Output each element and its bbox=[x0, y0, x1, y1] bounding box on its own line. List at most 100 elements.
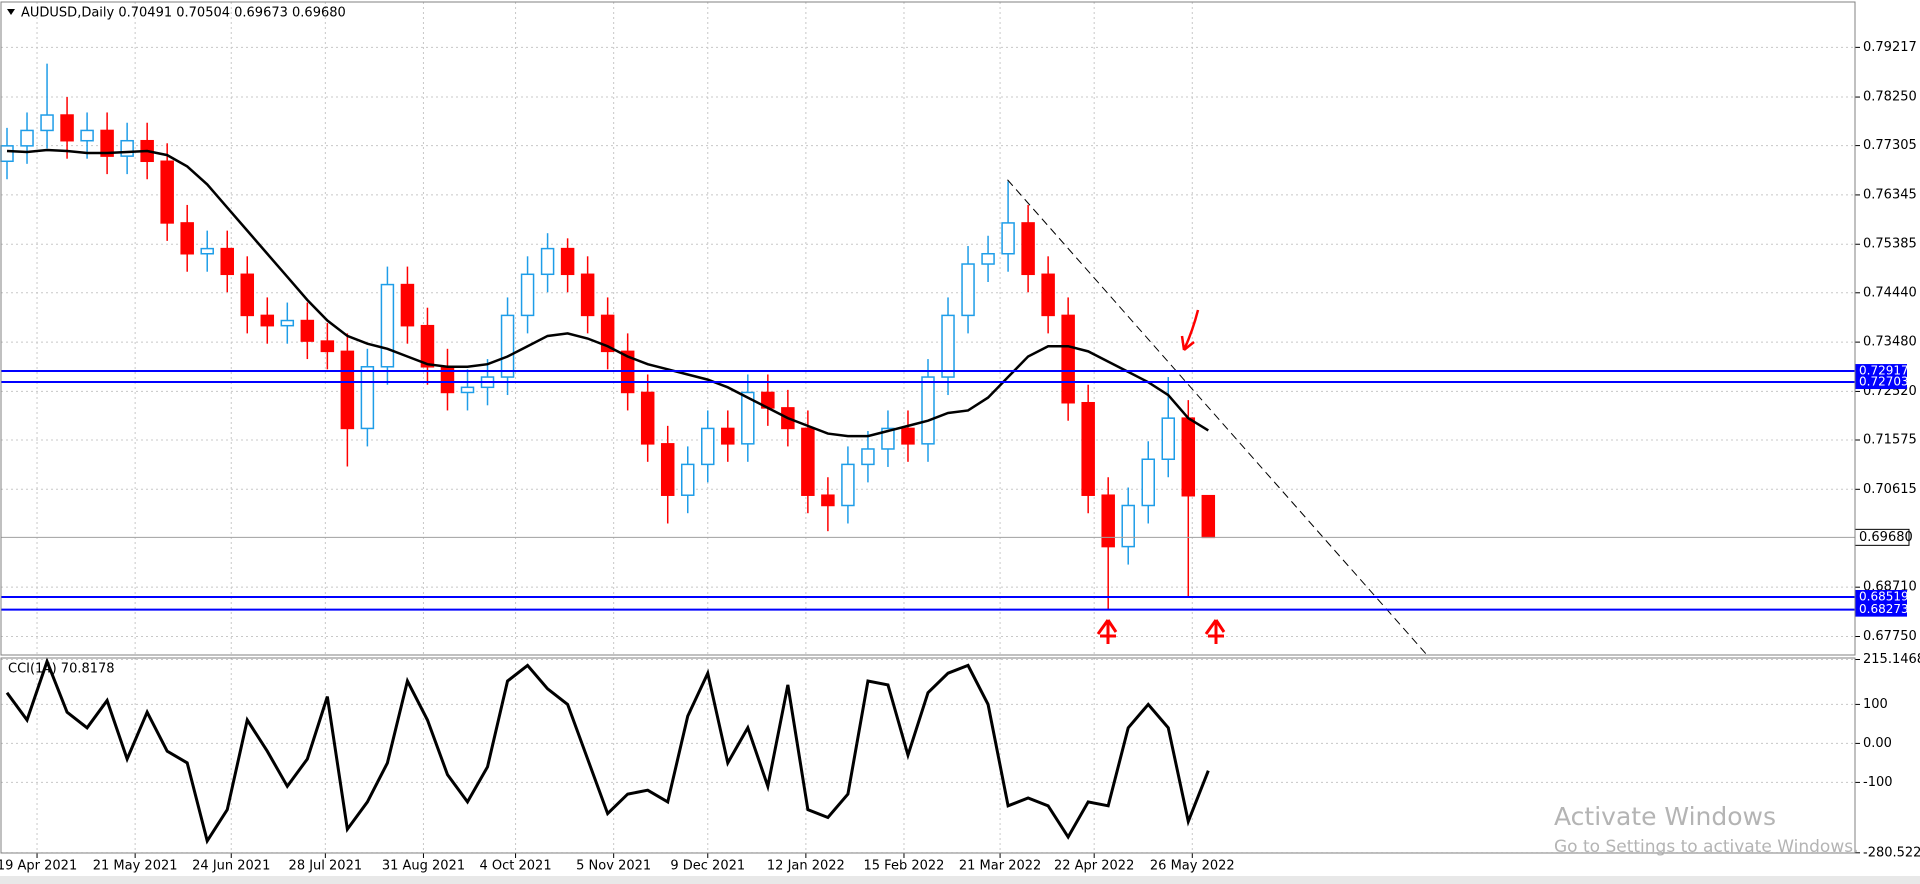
candle-body bbox=[1061, 314, 1075, 404]
x-tick-label: 28 Jul 2021 bbox=[289, 859, 363, 874]
candle-body bbox=[60, 114, 74, 142]
cci-title: CCI(14) 70.8178 bbox=[8, 662, 115, 677]
candle-body bbox=[400, 283, 415, 327]
watermark-subtitle: Go to Settings to activate Windows. bbox=[1554, 837, 1859, 857]
candle-body bbox=[1021, 222, 1035, 276]
candle-body bbox=[300, 319, 315, 342]
x-tick-label: 19 Apr 2021 bbox=[0, 859, 77, 874]
cci-line bbox=[5, 657, 1210, 845]
x-tick-label: 4 Oct 2021 bbox=[480, 859, 552, 874]
candle-body bbox=[520, 273, 535, 317]
candle-body bbox=[260, 314, 275, 327]
candle-body bbox=[1181, 417, 1196, 497]
candle-body bbox=[580, 273, 595, 317]
candle-body bbox=[100, 129, 114, 157]
candle-body bbox=[1121, 504, 1135, 548]
candle-body bbox=[701, 427, 715, 466]
candle-body bbox=[901, 427, 915, 445]
candle-body bbox=[1001, 222, 1015, 255]
x-tick-label: 5 Nov 2021 bbox=[576, 859, 651, 874]
annotation-arrow bbox=[1180, 309, 1200, 351]
candle-body bbox=[821, 494, 835, 507]
candle-body bbox=[881, 427, 895, 450]
level-label-box bbox=[1855, 364, 1907, 379]
candle-body bbox=[861, 448, 875, 466]
candle-body bbox=[921, 376, 935, 445]
level-label-box bbox=[1855, 375, 1907, 390]
candle-body bbox=[240, 273, 255, 317]
level-label: 0.72703 bbox=[1859, 375, 1909, 389]
x-tick-label: 31 Aug 2021 bbox=[382, 859, 465, 874]
y-tick-label: 0.00 bbox=[1863, 736, 1892, 751]
chart-title: AUDUSD,Daily 0.70491 0.70504 0.69673 0.6… bbox=[21, 6, 346, 21]
y-tick-label: 0.78250 bbox=[1863, 90, 1917, 105]
y-tick-label: 0.75385 bbox=[1863, 237, 1917, 252]
level-label-box bbox=[1855, 602, 1907, 617]
candle-body bbox=[200, 247, 214, 255]
level-label: 0.68273 bbox=[1859, 602, 1909, 616]
candle-body bbox=[941, 314, 955, 378]
tab-bar bbox=[0, 876, 1920, 884]
y-tick-label: 215.1468 bbox=[1863, 652, 1920, 667]
candle-body bbox=[981, 252, 995, 265]
x-tick-label: 24 Jun 2021 bbox=[192, 859, 270, 874]
level-label-box bbox=[1855, 589, 1907, 604]
candle-body bbox=[660, 443, 675, 496]
candle-body bbox=[20, 129, 34, 147]
candle-body bbox=[80, 129, 94, 142]
candle-body bbox=[280, 319, 295, 327]
price-frame bbox=[0, 1, 1856, 656]
candle-body bbox=[600, 314, 615, 353]
menu-icon[interactable] bbox=[7, 9, 15, 15]
candle-body bbox=[540, 247, 555, 276]
x-tick-label: 9 Dec 2021 bbox=[670, 859, 745, 874]
candle-body bbox=[841, 463, 855, 507]
current-price-label: 0.69680 bbox=[1859, 530, 1913, 545]
moving-average bbox=[6, 148, 1209, 438]
y-tick-label: 100 bbox=[1863, 697, 1888, 712]
candle-body bbox=[380, 283, 395, 368]
candle-body bbox=[680, 463, 695, 496]
annotation-arrow bbox=[1096, 619, 1118, 644]
candle-body bbox=[560, 247, 575, 276]
x-tick-label: 15 Feb 2022 bbox=[864, 859, 945, 874]
annotation-arrow bbox=[1204, 619, 1226, 644]
candle-body bbox=[220, 247, 234, 276]
candle-body bbox=[801, 427, 815, 496]
y-tick-label: 0.70615 bbox=[1863, 482, 1917, 497]
candle-body bbox=[360, 366, 375, 430]
candle-body bbox=[340, 350, 355, 430]
candle-body bbox=[1101, 494, 1115, 548]
candle-body bbox=[961, 263, 975, 317]
candle-body bbox=[460, 386, 475, 394]
candle-body bbox=[0, 145, 14, 163]
watermark-title: Activate Windows bbox=[1554, 802, 1776, 831]
candle-body bbox=[640, 391, 655, 445]
candle-body bbox=[1081, 401, 1095, 496]
y-tick-label: 0.74440 bbox=[1863, 285, 1917, 300]
x-tick-label: 21 Mar 2022 bbox=[959, 859, 1041, 874]
candle-body bbox=[1161, 417, 1176, 461]
candle-body bbox=[741, 391, 755, 445]
y-tick-label: 0.79217 bbox=[1863, 40, 1917, 55]
candle-body bbox=[1141, 458, 1155, 507]
candle-body bbox=[180, 222, 194, 255]
candle-body bbox=[320, 340, 335, 353]
y-tick-label: 0.73480 bbox=[1863, 335, 1917, 350]
candle-body bbox=[420, 324, 435, 368]
y-tick-label: -100 bbox=[1863, 775, 1893, 790]
y-tick-label: 0.71575 bbox=[1863, 432, 1917, 447]
candle-body bbox=[1041, 273, 1055, 317]
level-label: 0.72917 bbox=[1859, 364, 1909, 378]
cci-frame bbox=[0, 657, 1856, 854]
trendline bbox=[1007, 179, 1427, 655]
candle-body bbox=[1201, 494, 1216, 539]
x-tick-label: 21 May 2021 bbox=[93, 859, 178, 874]
candle-body bbox=[500, 314, 515, 378]
x-tick-label: 22 Apr 2022 bbox=[1054, 859, 1134, 874]
candle-body bbox=[160, 160, 174, 224]
